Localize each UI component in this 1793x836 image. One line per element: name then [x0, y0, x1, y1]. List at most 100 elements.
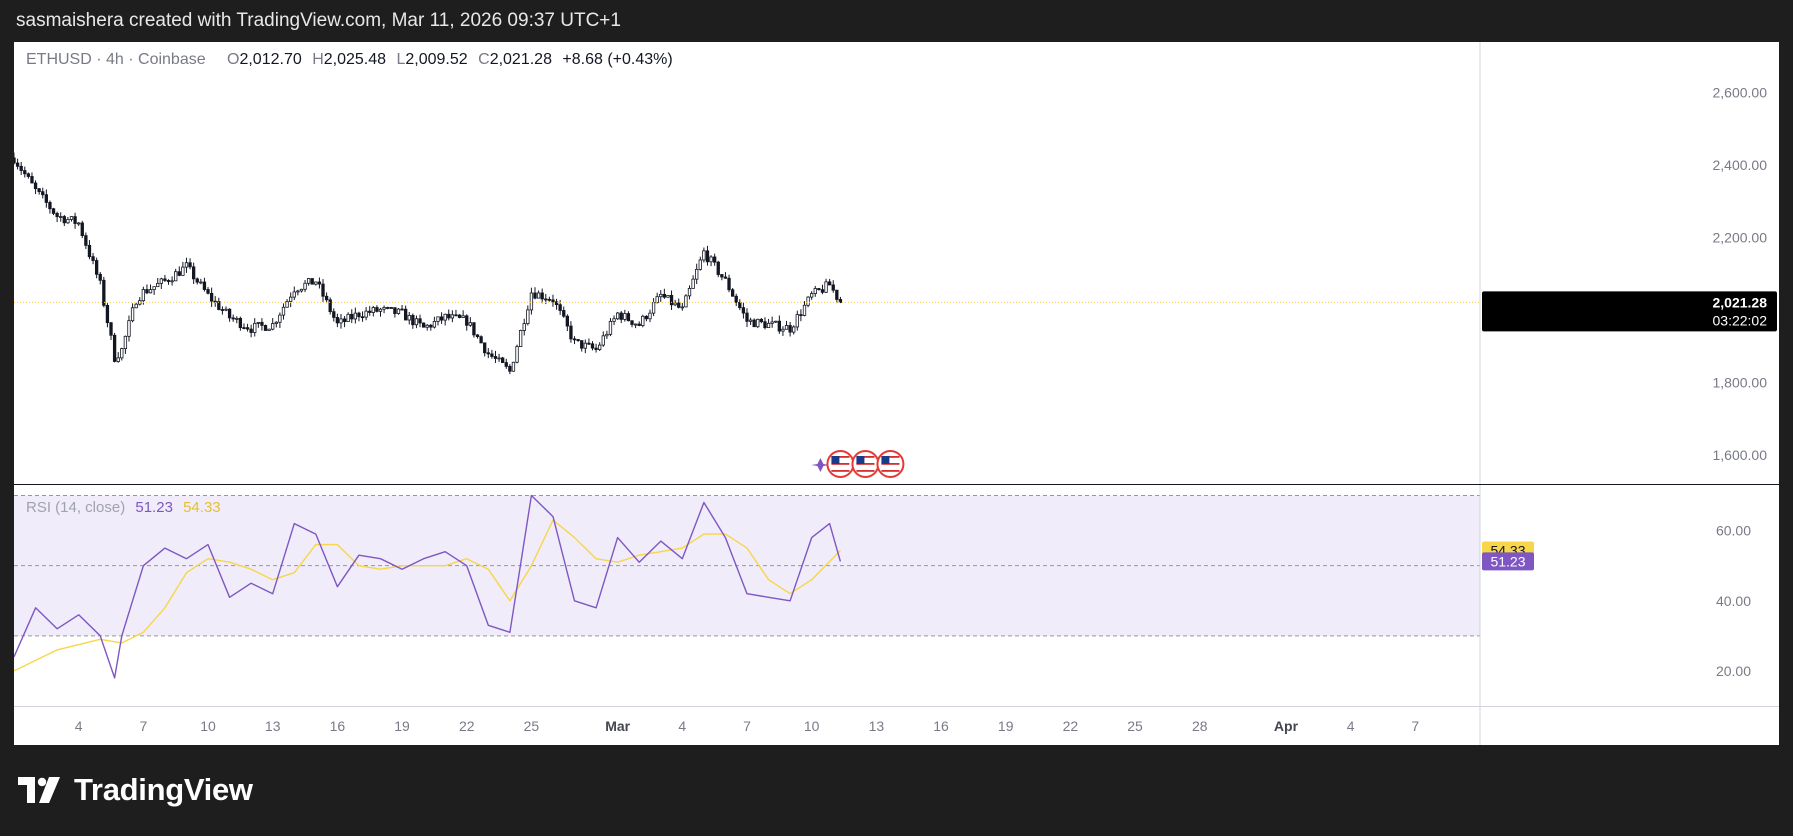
- candle-down: [716, 261, 720, 275]
- candle-up: [274, 321, 278, 324]
- flag-stripe: [831, 463, 850, 465]
- time-tick-label: 7: [1411, 718, 1419, 734]
- candle-up: [536, 292, 541, 299]
- candle-up: [623, 313, 627, 320]
- candle-up: [766, 322, 771, 329]
- candle-up: [666, 295, 670, 298]
- candle-down: [73, 216, 77, 224]
- candle-down: [332, 311, 336, 318]
- candle-up: [303, 282, 307, 290]
- candle-down: [486, 352, 490, 355]
- candle-down: [23, 170, 27, 175]
- candle-up: [339, 318, 343, 324]
- candle-down: [493, 356, 498, 359]
- high-label: H: [312, 51, 324, 68]
- candle-down: [145, 289, 149, 294]
- candle-down: [109, 322, 113, 336]
- candle-down: [321, 283, 325, 297]
- tradingview-logo-icon: [18, 777, 60, 803]
- candle-up: [184, 262, 189, 268]
- candle-down: [177, 271, 181, 276]
- candle-up: [605, 333, 609, 337]
- candle-down: [335, 316, 340, 324]
- candle-down: [501, 357, 505, 363]
- high-value: 2,025.48: [324, 51, 386, 68]
- candle-down: [580, 340, 584, 349]
- candle-up: [281, 306, 286, 316]
- candle-down: [324, 295, 329, 301]
- time-tick-label: 13: [265, 718, 281, 734]
- price-tick-label: 1,600.00: [1713, 447, 1768, 463]
- candle-down: [37, 188, 41, 193]
- candle-down: [572, 338, 577, 341]
- candle-down: [540, 292, 544, 300]
- candle-up: [156, 282, 160, 288]
- bar-countdown-label: 03:22:02: [1713, 312, 1768, 328]
- candle-down: [827, 281, 832, 286]
- candle-down: [447, 313, 451, 319]
- candle-up: [526, 309, 530, 325]
- candle-down: [727, 277, 731, 291]
- candle-up: [601, 335, 605, 346]
- candle-down: [626, 313, 631, 322]
- candle-down: [55, 212, 59, 218]
- flag-stripe: [831, 470, 850, 472]
- candle-down: [669, 295, 674, 306]
- candle-up: [824, 281, 828, 293]
- candle-up: [518, 330, 523, 347]
- candle-down: [209, 292, 214, 302]
- time-tick-label: 28: [1192, 718, 1208, 734]
- flag-stripe: [881, 459, 900, 462]
- close-label: C: [478, 51, 490, 68]
- candle-up: [170, 280, 174, 283]
- price-tick-label: 2,200.00: [1713, 230, 1768, 246]
- candle-up: [378, 308, 383, 312]
- candle-down: [759, 318, 764, 323]
- candle-down: [490, 353, 494, 357]
- chart-frame[interactable]: 2,600.00 2,400.00 2,200.00 1,800.00 1,600.00…: [14, 42, 1779, 745]
- open-value: 2,012.70: [239, 51, 301, 68]
- candle-up: [680, 306, 684, 309]
- chart-caption: sasmaishera created with TradingView.com…: [16, 10, 621, 31]
- candle-up: [382, 307, 386, 310]
- candle-up: [396, 308, 401, 314]
- candle-up: [687, 287, 692, 297]
- candle-down: [84, 235, 88, 246]
- candle-up: [781, 328, 785, 332]
- candle-down: [94, 260, 99, 275]
- rsi-value-badge: [1482, 552, 1534, 571]
- candle-up: [123, 335, 128, 350]
- chart-canvas[interactable]: 2,600.00 2,400.00 2,200.00 1,800.00 1,600.00…: [14, 42, 1779, 745]
- candle-down: [533, 292, 537, 299]
- flag-stripe: [881, 463, 900, 465]
- candle-up: [407, 314, 411, 321]
- candle-down: [454, 314, 458, 317]
- candle-down: [820, 289, 825, 293]
- candle-down: [720, 274, 724, 278]
- candle-down: [242, 327, 246, 329]
- rsi-tick-label: 20.00: [1716, 663, 1751, 679]
- candle-up: [152, 286, 156, 291]
- symbol-legend: ETHUSD · 4h · Coinbase: [26, 51, 206, 68]
- candle-down: [418, 318, 422, 324]
- candle-down: [429, 324, 433, 328]
- low-value: 2,009.52: [405, 51, 467, 68]
- candle-down: [745, 312, 749, 322]
- candle-up: [364, 310, 368, 318]
- candle-down: [202, 281, 207, 290]
- candle-down: [19, 165, 23, 171]
- candle-down: [393, 307, 397, 314]
- candle-down: [33, 182, 38, 190]
- candle-down: [421, 322, 426, 328]
- candle-down: [439, 316, 444, 321]
- brand-name: TradingView: [74, 772, 253, 807]
- candle-up: [450, 314, 455, 319]
- flag-stripe: [881, 470, 900, 472]
- candle-up: [256, 321, 260, 324]
- candle-up: [813, 288, 817, 295]
- tradingview-brand[interactable]: TradingView: [18, 770, 253, 810]
- candle-down: [465, 315, 469, 326]
- candle-up: [748, 319, 753, 322]
- candle-down: [705, 250, 710, 263]
- candle-down: [730, 289, 735, 297]
